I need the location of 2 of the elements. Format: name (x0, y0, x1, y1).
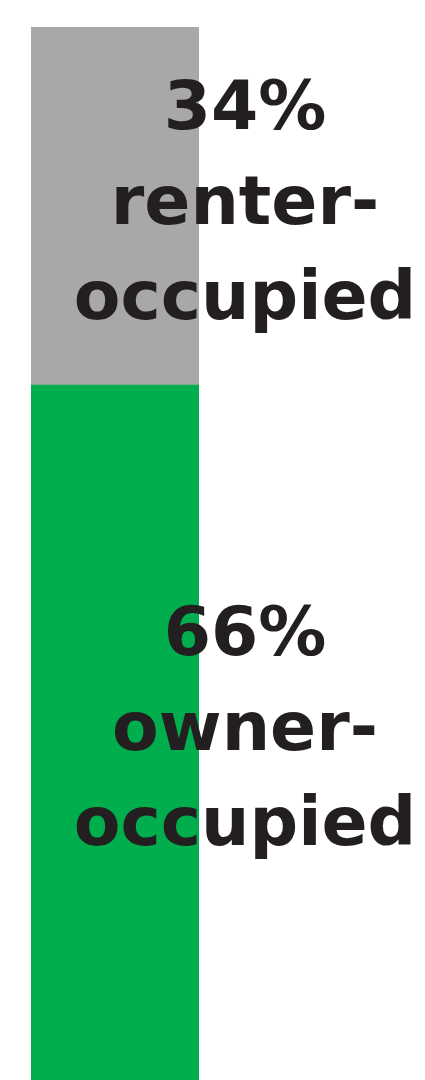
series-label: renter-occupied (73, 160, 417, 335)
data-label: 34% (163, 65, 327, 145)
